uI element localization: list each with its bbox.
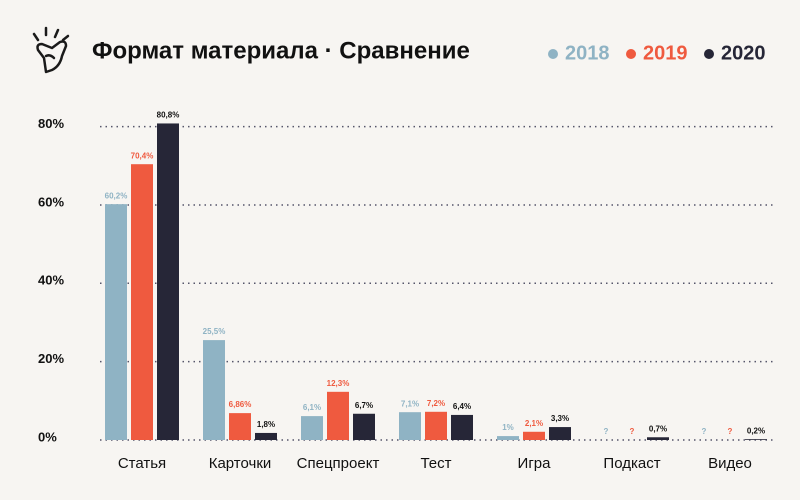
value-label: 12,3%: [327, 379, 350, 388]
bar: [451, 414, 473, 440]
legend-label: 2018: [565, 42, 610, 64]
logo-icon: [32, 26, 70, 74]
y-tick-label: 40%: [38, 273, 64, 288]
legend-dot: [548, 49, 558, 59]
bar: [229, 413, 251, 440]
value-label: 6,1%: [303, 403, 321, 412]
x-tick-label: Видео: [708, 455, 752, 472]
bar: [157, 123, 179, 441]
y-tick-label: 0%: [38, 429, 57, 444]
value-label: ?: [604, 427, 609, 436]
value-label: 60,2%: [105, 191, 128, 200]
value-label: 7,2%: [427, 399, 445, 408]
bar: [255, 432, 277, 440]
x-tick-label: Спецпроект: [297, 455, 380, 472]
bar: [549, 427, 571, 440]
x-tick-label: Карточки: [209, 455, 272, 472]
value-label: 2,1%: [525, 419, 543, 428]
bar: [425, 411, 447, 440]
x-tick-label: Тест: [420, 455, 451, 472]
value-label: 3,3%: [551, 414, 569, 423]
value-label: 0,7%: [649, 424, 667, 433]
bar: [523, 431, 545, 440]
value-label: 0,2%: [747, 426, 765, 435]
bar: [647, 437, 669, 440]
legend-label: 2019: [643, 42, 688, 64]
legend: 2018 2019 2020: [548, 42, 766, 64]
bar: [353, 413, 375, 440]
x-tick-label: Подкаст: [603, 455, 660, 472]
value-label: 6,4%: [453, 402, 471, 411]
bar: [497, 436, 519, 440]
value-label: 7,1%: [401, 399, 419, 408]
value-label: 1%: [502, 423, 514, 432]
chart-title: Формат материала · Сравнение: [92, 37, 470, 64]
value-label: 25,5%: [203, 327, 226, 336]
y-tick-label: 80%: [38, 116, 64, 131]
legend-label: 2020: [721, 42, 766, 64]
value-label: 70,4%: [131, 151, 154, 160]
legend-dot: [704, 49, 714, 59]
value-label: 1,8%: [257, 420, 275, 429]
bar: [745, 439, 767, 440]
value-label: 6,86%: [229, 400, 252, 409]
x-tick-label: Статья: [118, 455, 166, 472]
value-label: 80,8%: [157, 111, 180, 120]
y-tick-label: 20%: [38, 351, 64, 366]
bar: [203, 340, 225, 440]
value-label: 6,7%: [355, 401, 373, 410]
bar: [131, 164, 153, 441]
value-label: ?: [702, 427, 707, 436]
y-tick-label: 60%: [38, 194, 64, 209]
bar: [327, 391, 349, 440]
bar: [399, 412, 421, 440]
x-tick-label: Игра: [518, 455, 552, 472]
value-label: ?: [630, 427, 635, 436]
bar: [301, 416, 323, 440]
value-label: ?: [728, 427, 733, 436]
bar: [105, 204, 127, 440]
legend-dot: [626, 49, 636, 59]
